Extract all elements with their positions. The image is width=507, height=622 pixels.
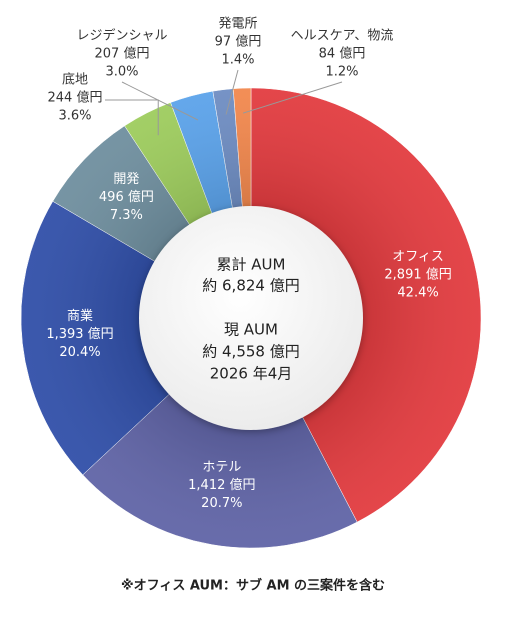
slice-name: 開発 xyxy=(113,172,139,187)
leader-line xyxy=(242,81,343,114)
center-text: 2026 年4月 xyxy=(210,365,293,383)
percent-label: 20.7% xyxy=(201,496,242,511)
value-label: 1,393 億円 xyxy=(46,326,113,342)
slice-name: ホテル xyxy=(202,460,241,475)
value-label: 207 億円 xyxy=(95,46,150,62)
center-text: 約 6,824 億円 xyxy=(202,277,299,295)
percent-label: 1.4% xyxy=(221,53,254,68)
value-label: 97 億円 xyxy=(215,34,262,50)
leader-line xyxy=(225,69,239,115)
value-label: 1,412 億円 xyxy=(188,477,255,493)
leader-line xyxy=(121,81,199,121)
footnote: ※オフィス AUM：サブ AM の三案件を含む xyxy=(121,578,385,594)
slice-name: オフィス xyxy=(392,250,444,265)
value-label: 244 億円 xyxy=(48,90,103,106)
slice-name: レジデンシャル xyxy=(76,28,167,44)
percent-label: 7.3% xyxy=(110,208,143,223)
value-label: 496 億円 xyxy=(99,189,154,205)
percent-label: 3.6% xyxy=(58,109,91,124)
slice-name: ヘルスケア、物流 xyxy=(291,29,394,44)
slice-name: 底地 xyxy=(62,72,88,88)
percent-label: 42.4% xyxy=(397,286,438,301)
percent-label: 20.4% xyxy=(59,345,100,360)
slice-name: 発電所 xyxy=(218,17,257,32)
value-label: 2,891 億円 xyxy=(384,267,451,283)
slice-name: 商業 xyxy=(67,308,93,324)
center-text: 約 4,558 億円 xyxy=(202,343,299,361)
value-label: 84 億円 xyxy=(319,46,366,62)
center-text: 累計 AUM xyxy=(217,256,286,274)
percent-label: 1.2% xyxy=(325,65,358,80)
center-text: 現 AUM xyxy=(224,321,278,339)
center-circle xyxy=(139,206,363,430)
percent-label: 3.0% xyxy=(105,65,138,80)
